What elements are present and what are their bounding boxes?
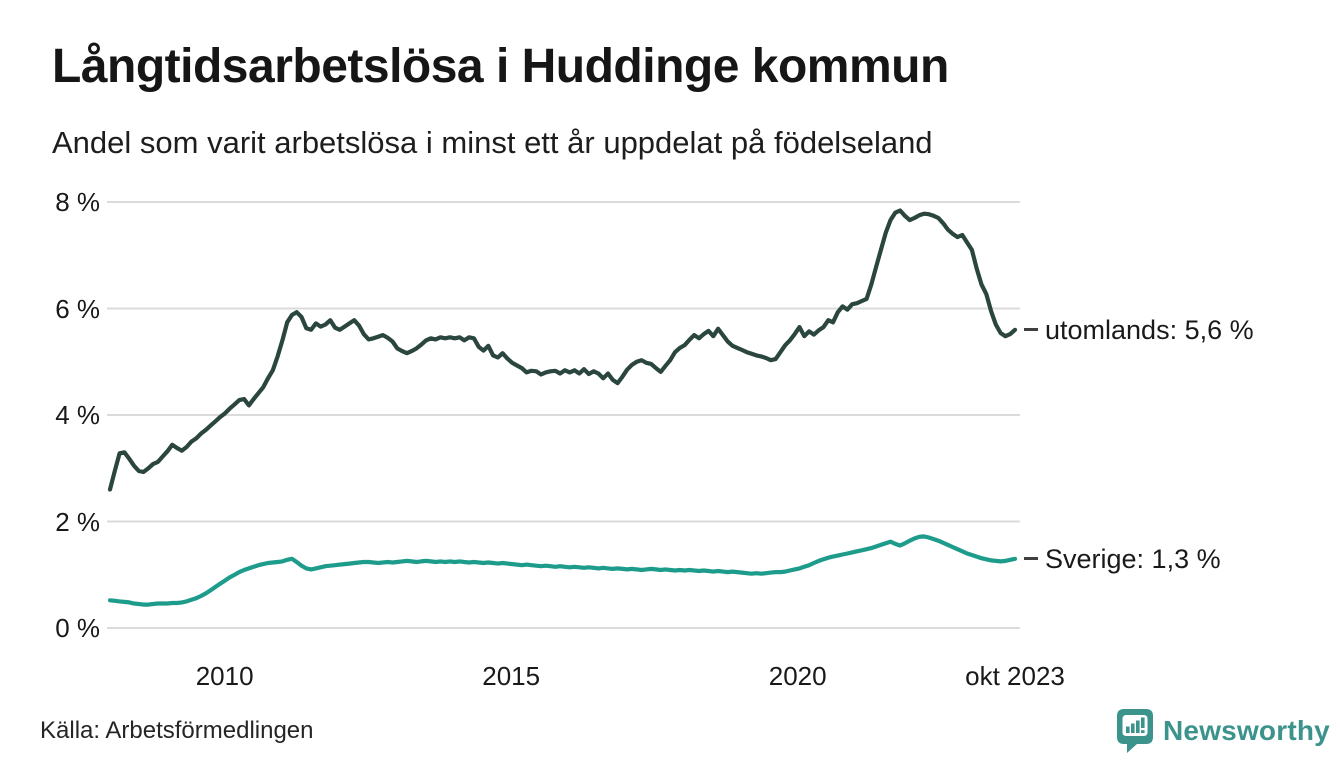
- x-tick-label: okt 2023: [965, 661, 1065, 691]
- source-note: Källa: Arbetsförmedlingen: [40, 717, 314, 744]
- newsworthy-logo-icon: [1117, 709, 1153, 753]
- series-label-text: Sverige: 1,3 %: [1045, 543, 1221, 574]
- series-label-utomlands: utomlands: 5,6 %: [1024, 313, 1254, 347]
- x-tick-label: 2010: [195, 661, 254, 691]
- label-dash: [1024, 328, 1038, 332]
- series-label-text: utomlands: 5,6 %: [1045, 314, 1254, 345]
- y-tick-label: 4 %: [55, 400, 100, 430]
- y-tick-label: 6 %: [55, 293, 100, 324]
- utomlands-line: [107, 208, 1018, 492]
- newsworthy-logo: Newsworthy: [1116, 708, 1330, 753]
- gridlines: [107, 201, 1020, 629]
- y-tick-label: 8 %: [55, 187, 100, 217]
- bar-chart-glyph: [1126, 717, 1145, 733]
- x-tick-label: 2015: [482, 661, 541, 691]
- newsworthy-wordmark: Newsworthy: [1163, 714, 1330, 746]
- series-label-sverige: Sverige: 1,3 %: [1024, 542, 1221, 576]
- sverige-line: [107, 534, 1018, 607]
- y-tick-label: 0 %: [55, 613, 100, 643]
- x-tick-label: 2020: [768, 661, 827, 691]
- chart-subtitle: Andel som varit arbetslösa i minst ett å…: [52, 125, 933, 160]
- label-dash: [1024, 557, 1038, 561]
- y-tick-label: 2 %: [55, 506, 100, 537]
- chart-title: Långtidsarbetslösa i Huddinge kommun: [52, 40, 949, 93]
